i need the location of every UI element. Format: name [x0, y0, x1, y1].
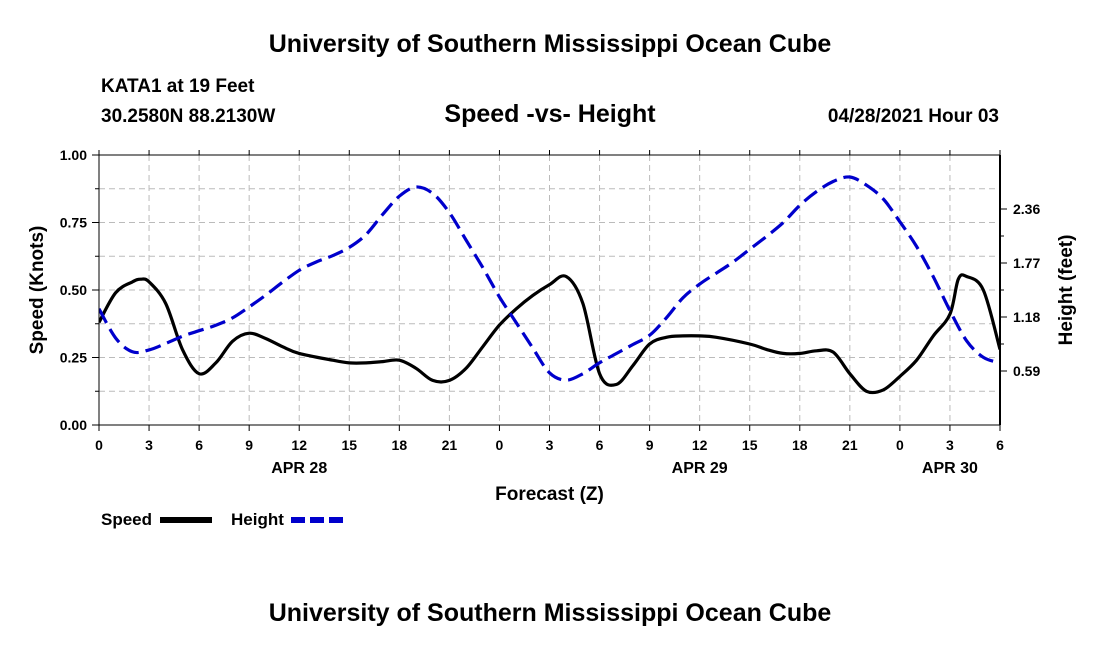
x-tick-label: 12: [692, 437, 708, 453]
y2-tick-label: 1.18: [1013, 309, 1040, 325]
chart-title: Speed -vs- Height: [444, 100, 656, 128]
legend-height-label: Height: [231, 510, 284, 529]
bottom-title: University of Southern Mississippi Ocean…: [268, 599, 832, 627]
x-tick-label: 9: [245, 437, 253, 453]
x-tick-label: 15: [742, 437, 758, 453]
y-tick-label: 0.75: [60, 215, 87, 231]
x-tick-label: 18: [792, 437, 808, 453]
date-label: APR 30: [922, 460, 978, 477]
x-tick-label: 0: [95, 437, 103, 453]
y-tick-label: 1.00: [60, 147, 87, 163]
legend-speed-label: Speed: [101, 510, 152, 529]
x-tick-label: 9: [646, 437, 654, 453]
y-tick-label: 0.00: [60, 417, 87, 433]
x-tick-label: 3: [946, 437, 954, 453]
x-axis-label: Forecast (Z): [495, 484, 604, 505]
x-tick-label: 0: [896, 437, 904, 453]
y2-tick-label: 0.59: [1013, 363, 1040, 379]
height-series-line: [99, 175, 1000, 382]
legend: Speed Height: [101, 510, 343, 529]
chart-grid: [99, 155, 1000, 425]
station-label: KATA1 at 19 Feet: [101, 76, 255, 97]
x-tick-label: 0: [496, 437, 504, 453]
speed-series-line: [99, 273, 1000, 395]
y-tick-label: 0.50: [60, 282, 87, 298]
series-layer: [99, 175, 1000, 395]
x-tick-label: 21: [442, 437, 458, 453]
date-label: APR 29: [672, 460, 728, 477]
x-tick-label: 6: [195, 437, 203, 453]
y2-axis-label: Height (feet): [1056, 235, 1077, 346]
x-tick-label: 6: [996, 437, 1004, 453]
x-tick-label: 15: [341, 437, 357, 453]
x-tick-label: 18: [392, 437, 408, 453]
y2-tick-label: 1.77: [1013, 255, 1040, 271]
x-tick-label: 6: [596, 437, 604, 453]
station-coordinates: 30.2580N 88.2130W: [101, 106, 276, 127]
y-axis-label: Speed (Knots): [27, 226, 48, 355]
x-tick-label: 3: [145, 437, 153, 453]
x-tick-label: 3: [546, 437, 554, 453]
y-tick-label: 0.25: [60, 350, 87, 366]
x-tick-label: 12: [291, 437, 307, 453]
date-label: APR 28: [271, 460, 327, 477]
chart-axes: 0 3 6 9 12 15 18 21 0 3 6 9 12 15 18 21 0 3 6 0.00 0.25 0.50 0…: [60, 147, 1041, 477]
y2-tick-label: 2.36: [1013, 201, 1040, 217]
forecast-datetime: 04/28/2021 Hour 03: [827, 106, 999, 127]
top-title: University of Southern Mississippi Ocean…: [268, 30, 832, 58]
x-tick-label: 21: [842, 437, 858, 453]
